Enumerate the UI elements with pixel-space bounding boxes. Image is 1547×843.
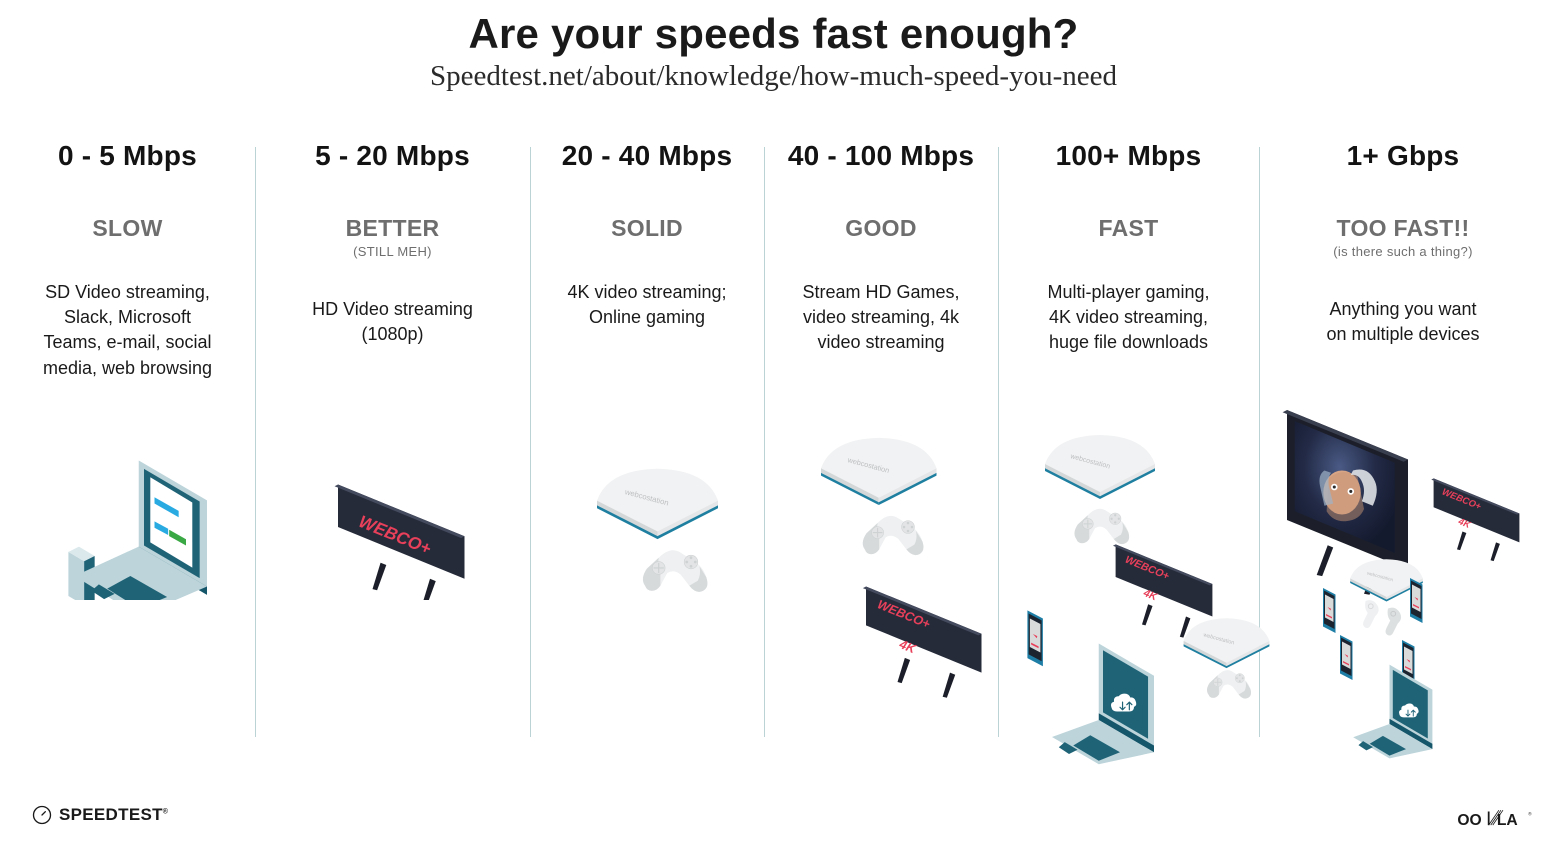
svg-text:®: ®	[1528, 811, 1532, 818]
svg-text:OO: OO	[1457, 812, 1481, 829]
